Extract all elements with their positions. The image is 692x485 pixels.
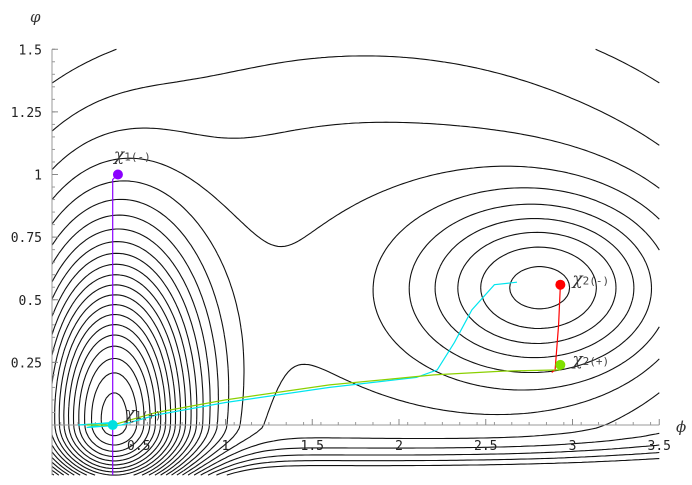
y-tick-label: 1 [34, 169, 42, 184]
critical-point-label: χ1(+) [124, 404, 162, 424]
axes: 0.5 1 1.5 2 2.5 3 3.5 0.25 0.5 0.75 1 1.25 1.5 [11, 43, 671, 476]
contour-level [78, 345, 151, 458]
points: χ1(-) χ1(+) χ2(-) χ2(+) [107, 146, 609, 430]
critical-point-label: χ2(+) [571, 350, 609, 370]
contour-level [51, 55, 660, 476]
contour-level [51, 214, 635, 476]
trajectories [77, 174, 561, 476]
contour-level [51, 228, 617, 476]
contour-level [51, 241, 597, 476]
y-tick-label: 1.5 [19, 43, 42, 58]
x-tick-label: 1 [222, 439, 230, 454]
contour-level [226, 458, 660, 476]
critical-point-marker [107, 420, 118, 430]
contour-lines [51, 48, 660, 476]
x-axis-label: ϕ [676, 418, 686, 436]
critical-point-label: χ2(-) [571, 270, 609, 290]
contour-level [63, 313, 167, 470]
contour-level [51, 180, 660, 476]
x-tick-label: 2.5 [474, 439, 497, 454]
contour-level [72, 334, 157, 462]
y-tick-label: 0.5 [19, 294, 42, 309]
y-tick-label: 0.25 [11, 356, 42, 371]
critical-point-label: χ1(-) [113, 146, 151, 166]
contour-level [84, 357, 145, 452]
x-tick-label: 3 [569, 439, 577, 454]
contour-level [51, 48, 660, 476]
x-tick-label: 3.5 [648, 439, 671, 454]
trajectory-line [551, 284, 561, 373]
critical-point-marker [112, 169, 123, 180]
contour-level [51, 274, 187, 476]
contour-level [51, 198, 653, 476]
x-tick-label: 1.5 [301, 439, 324, 454]
contour-level [58, 304, 172, 473]
trajectory-line [86, 369, 561, 426]
y-tick-label: 1.25 [11, 106, 42, 121]
contour-level [51, 252, 571, 476]
trajectory-line [77, 281, 518, 429]
contour-level [216, 451, 660, 476]
trajectory-line [112, 174, 119, 476]
x-tick-label: 2 [395, 439, 403, 454]
x-tick-label: 0.5 [127, 439, 150, 454]
critical-point-marker [555, 359, 566, 370]
y-axis-label: φ [30, 8, 41, 26]
contour-level [51, 121, 660, 476]
critical-point-marker [555, 279, 566, 290]
contour-level [54, 294, 177, 476]
contour-level [51, 157, 660, 476]
contour-level [67, 324, 162, 466]
y-tick-label: 0.75 [11, 231, 42, 246]
contour-level [51, 263, 192, 476]
